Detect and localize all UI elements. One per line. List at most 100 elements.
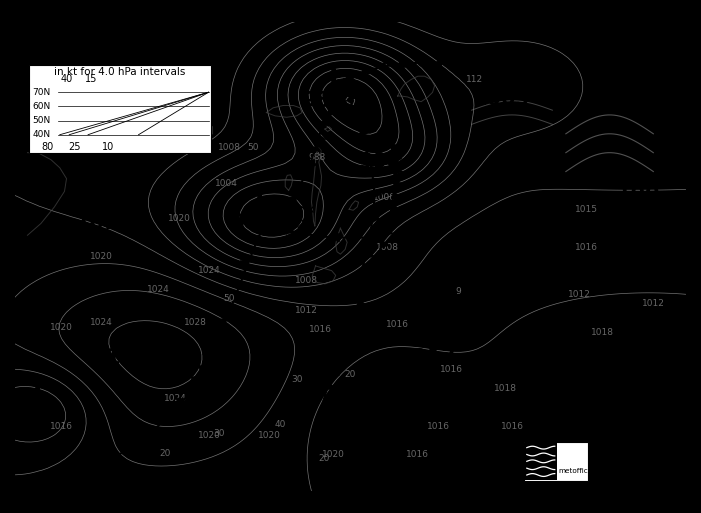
Text: L: L [33,381,49,405]
Text: 1003: 1003 [2,405,60,425]
Polygon shape [334,359,343,366]
Polygon shape [212,329,222,337]
Polygon shape [250,235,260,242]
Polygon shape [313,431,323,439]
Polygon shape [351,233,358,242]
Polygon shape [135,437,145,444]
Polygon shape [328,96,340,102]
Text: 1016: 1016 [575,243,597,251]
Text: 30: 30 [291,374,302,384]
Polygon shape [394,180,403,187]
Text: 994: 994 [359,152,402,172]
Text: 1000: 1000 [373,193,395,202]
Polygon shape [362,66,370,74]
Polygon shape [371,166,380,173]
Polygon shape [255,223,265,230]
Polygon shape [145,428,156,435]
Text: 1016: 1016 [50,422,73,431]
Polygon shape [346,72,355,81]
Polygon shape [182,387,193,394]
Text: 1016: 1016 [501,422,524,431]
Text: 1016: 1016 [407,450,429,459]
Text: 1016: 1016 [440,365,463,374]
Polygon shape [362,263,371,270]
Text: 1015: 1015 [513,348,571,368]
Polygon shape [377,252,387,260]
Polygon shape [208,342,218,349]
Polygon shape [203,353,212,360]
Text: 1012: 1012 [642,299,665,308]
Text: 20: 20 [345,370,356,379]
Polygon shape [236,270,245,278]
Text: 50N: 50N [32,116,50,125]
Polygon shape [348,94,358,101]
Polygon shape [299,172,311,178]
Bar [29,65,210,153]
Polygon shape [391,143,400,151]
Text: L: L [255,190,271,214]
Text: L: L [632,162,648,186]
Polygon shape [373,178,382,185]
Polygon shape [285,197,297,203]
Polygon shape [393,192,402,200]
Text: 1009: 1009 [473,89,531,109]
Text: 1024: 1024 [147,285,170,294]
Text: 1018: 1018 [494,384,517,393]
Polygon shape [334,233,341,242]
Polygon shape [196,365,206,372]
Polygon shape [368,239,377,247]
Polygon shape [374,190,383,198]
Polygon shape [489,73,498,81]
Polygon shape [299,230,306,239]
Text: 100: 100 [617,185,660,205]
Text: L: L [114,190,130,214]
Polygon shape [217,318,227,325]
Polygon shape [95,458,104,465]
Text: 1024: 1024 [198,266,221,275]
Text: 1024: 1024 [164,393,187,403]
Text: 50: 50 [247,144,259,152]
Polygon shape [388,216,397,224]
Polygon shape [367,154,377,161]
Polygon shape [358,275,367,283]
Text: 60N: 60N [32,102,50,111]
Polygon shape [47,472,57,480]
Polygon shape [394,168,403,175]
Polygon shape [330,371,339,378]
Polygon shape [364,142,373,149]
Polygon shape [309,161,318,167]
Polygon shape [268,220,277,228]
Polygon shape [341,335,352,342]
Text: H: H [485,214,505,238]
Text: 1008: 1008 [218,144,241,152]
Polygon shape [393,155,402,163]
Text: 984: 984 [301,91,346,111]
Polygon shape [222,306,231,313]
Polygon shape [296,186,305,192]
Text: L: L [383,129,399,153]
Text: 80: 80 [41,142,54,152]
Polygon shape [339,84,348,91]
Text: 1016: 1016 [308,325,332,334]
Polygon shape [369,233,376,241]
Text: 1020: 1020 [50,323,73,332]
Text: L: L [545,325,560,349]
Polygon shape [365,251,375,259]
Polygon shape [344,82,354,89]
Polygon shape [347,323,357,330]
Text: H: H [428,325,449,349]
Text: 40N: 40N [32,130,50,139]
Polygon shape [231,282,240,289]
Text: 112: 112 [466,75,484,84]
Polygon shape [352,311,362,319]
Text: L: L [504,66,520,90]
Text: 1012: 1012 [295,306,318,315]
Polygon shape [327,383,336,390]
Text: 1015: 1015 [575,205,597,214]
Polygon shape [372,265,382,272]
Text: 20: 20 [160,449,171,458]
Text: L: L [329,68,345,91]
Text: 1020: 1020 [90,252,113,261]
Text: 1016: 1016 [426,422,449,431]
Polygon shape [391,204,400,212]
